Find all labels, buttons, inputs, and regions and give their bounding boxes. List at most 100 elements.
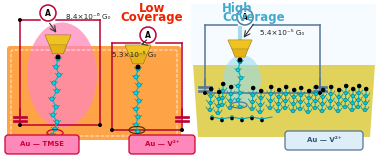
- Circle shape: [306, 110, 310, 114]
- Text: High: High: [222, 2, 253, 15]
- Circle shape: [270, 85, 273, 89]
- Circle shape: [209, 101, 212, 105]
- Circle shape: [240, 117, 243, 120]
- Circle shape: [268, 106, 272, 110]
- Circle shape: [337, 95, 341, 99]
- Circle shape: [211, 115, 214, 119]
- Circle shape: [314, 85, 318, 89]
- Polygon shape: [232, 49, 248, 57]
- Circle shape: [284, 85, 288, 89]
- Circle shape: [52, 81, 56, 85]
- Ellipse shape: [27, 22, 97, 128]
- Text: 5.4×10⁻⁵ G₀: 5.4×10⁻⁵ G₀: [260, 30, 304, 36]
- Polygon shape: [125, 45, 151, 55]
- Circle shape: [344, 84, 349, 88]
- FancyBboxPatch shape: [5, 135, 79, 154]
- Text: Low: Low: [139, 2, 165, 15]
- Circle shape: [259, 89, 263, 93]
- Text: Au — TMSE: Au — TMSE: [20, 142, 64, 148]
- Circle shape: [222, 82, 225, 86]
- Circle shape: [344, 98, 347, 102]
- Circle shape: [18, 123, 22, 127]
- Circle shape: [351, 94, 355, 98]
- Circle shape: [110, 128, 114, 132]
- Circle shape: [98, 123, 102, 127]
- Circle shape: [240, 119, 244, 122]
- Circle shape: [292, 102, 295, 106]
- Circle shape: [54, 65, 58, 69]
- Circle shape: [269, 92, 273, 96]
- Circle shape: [276, 109, 280, 113]
- Circle shape: [251, 93, 255, 97]
- Text: A: A: [145, 31, 151, 40]
- Circle shape: [137, 99, 141, 103]
- Circle shape: [56, 55, 60, 60]
- Circle shape: [321, 102, 324, 106]
- Text: A: A: [242, 13, 248, 22]
- Circle shape: [251, 86, 255, 90]
- Polygon shape: [50, 45, 67, 54]
- Circle shape: [134, 107, 138, 111]
- Circle shape: [299, 86, 303, 90]
- Circle shape: [298, 107, 302, 111]
- Circle shape: [321, 88, 325, 92]
- Circle shape: [357, 84, 361, 88]
- Circle shape: [292, 88, 296, 92]
- Circle shape: [313, 106, 317, 110]
- Circle shape: [134, 91, 138, 95]
- Circle shape: [250, 117, 254, 120]
- Circle shape: [258, 110, 262, 114]
- Circle shape: [259, 103, 262, 107]
- Circle shape: [277, 102, 280, 106]
- Circle shape: [51, 113, 55, 117]
- Circle shape: [318, 91, 322, 95]
- Text: 8.4×10⁻⁶ G₀: 8.4×10⁻⁶ G₀: [66, 14, 110, 20]
- Circle shape: [210, 117, 214, 120]
- Circle shape: [260, 119, 264, 122]
- Circle shape: [357, 98, 360, 102]
- FancyBboxPatch shape: [285, 131, 363, 150]
- Circle shape: [220, 103, 224, 107]
- Circle shape: [320, 109, 324, 113]
- Circle shape: [284, 92, 288, 96]
- Circle shape: [292, 95, 296, 99]
- Circle shape: [55, 120, 59, 124]
- Circle shape: [364, 87, 369, 91]
- Circle shape: [209, 87, 213, 91]
- Circle shape: [338, 88, 341, 92]
- Circle shape: [251, 115, 254, 119]
- Circle shape: [136, 115, 140, 119]
- Circle shape: [307, 96, 311, 100]
- Circle shape: [321, 88, 325, 92]
- Circle shape: [277, 95, 280, 99]
- Circle shape: [251, 86, 256, 90]
- Circle shape: [299, 93, 303, 97]
- Circle shape: [299, 100, 302, 104]
- Circle shape: [217, 90, 222, 94]
- Circle shape: [329, 92, 333, 96]
- Circle shape: [135, 64, 141, 69]
- Polygon shape: [232, 49, 248, 57]
- Circle shape: [237, 9, 253, 25]
- Circle shape: [57, 73, 61, 77]
- Circle shape: [238, 60, 242, 64]
- Circle shape: [231, 115, 234, 119]
- Circle shape: [209, 87, 213, 91]
- Circle shape: [229, 85, 233, 89]
- Circle shape: [307, 89, 311, 93]
- Circle shape: [50, 133, 54, 137]
- Circle shape: [364, 94, 368, 98]
- Circle shape: [180, 128, 184, 132]
- Circle shape: [216, 111, 220, 115]
- Circle shape: [337, 88, 341, 92]
- Circle shape: [357, 91, 361, 95]
- Circle shape: [137, 83, 141, 87]
- Circle shape: [54, 105, 58, 109]
- Circle shape: [364, 101, 367, 105]
- Circle shape: [343, 105, 347, 109]
- Circle shape: [277, 88, 281, 92]
- Polygon shape: [45, 35, 71, 45]
- Circle shape: [50, 97, 54, 101]
- Circle shape: [328, 106, 332, 110]
- Circle shape: [350, 108, 354, 112]
